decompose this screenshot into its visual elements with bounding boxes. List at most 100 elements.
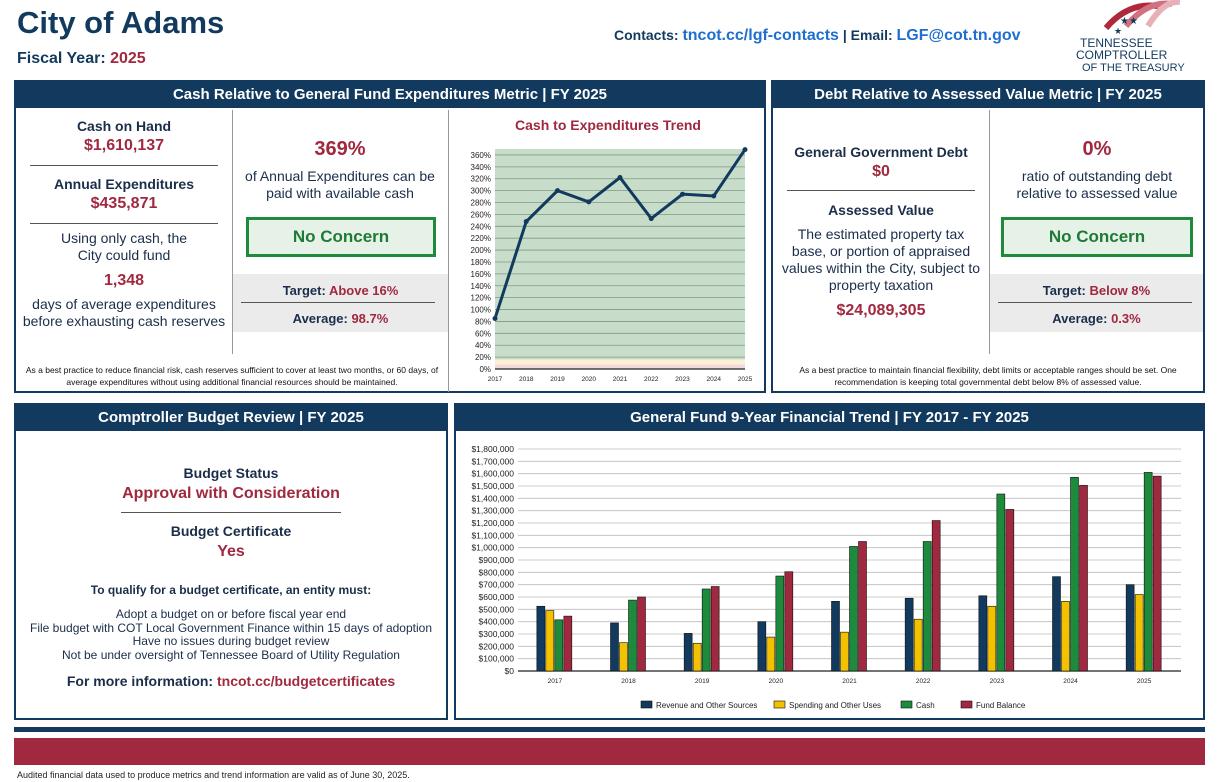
fiscal-year: Fiscal Year: 2025 — [17, 50, 146, 68]
requirement-item: Adopt a budget on or before fiscal year … — [115, 607, 347, 621]
y-tick-label: $1,500,000 — [471, 481, 514, 491]
y-tick-label: 20% — [475, 353, 491, 362]
bar-revenue-and-other-sources — [831, 601, 840, 672]
x-tick-label: 2022 — [916, 678, 931, 685]
trend-panel-title: General Fund 9-Year Financial Trend | FY… — [456, 405, 1203, 431]
cash-metric-panel: Cash Relative to General Fund Expenditur… — [14, 80, 766, 393]
debt-ratio-pct: 0% — [1082, 138, 1112, 160]
average-label: Average: — [292, 311, 348, 326]
y-tick-label: $900,000 — [479, 555, 515, 565]
bar-fund-balance — [1005, 509, 1015, 672]
budget-status-label: Budget Status — [183, 465, 279, 481]
data-point — [492, 315, 498, 321]
bar-revenue-and-other-sources — [1052, 576, 1061, 672]
financial-trend-panel: General Fund 9-Year Financial Trend | FY… — [454, 403, 1205, 720]
x-tick-label: 2024 — [707, 376, 722, 383]
bar-revenue-and-other-sources — [536, 605, 546, 672]
budget-review-panel: Comptroller Budget Review | FY 2025 Budg… — [14, 403, 448, 720]
x-tick-label: 2024 — [1063, 678, 1078, 685]
bar-revenue-and-other-sources — [610, 622, 619, 672]
bar-fund-balance — [563, 615, 573, 672]
background-band — [495, 364, 745, 369]
comptroller-logo: ★★ ★ TENNESSEE COMPTROLLER OF THE TREASUR… — [1068, 0, 1193, 74]
assessed-value-text: The estimated property tax base, or port… — [781, 226, 981, 293]
y-tick-label: 340% — [471, 163, 491, 172]
debt-target: Target: Below 8% — [990, 283, 1203, 298]
budget-certificate-value: Yes — [217, 543, 245, 560]
financial-trend-chart: $0 $100,000 $200,000 $300,000 $400,000 $500,0… — [471, 444, 1181, 710]
y-tick-label: 60% — [475, 329, 491, 338]
y-tick-label: 0% — [479, 365, 491, 374]
y-tick-label: 320% — [471, 175, 491, 184]
target-label: Target: — [282, 283, 326, 298]
y-tick-label: 120% — [471, 294, 491, 303]
contacts-label: Contacts: — [614, 27, 679, 43]
target-value: Above 16% — [328, 283, 399, 298]
bar-spending-and-other-uses — [987, 605, 997, 672]
target-label: Target: — [1042, 283, 1086, 298]
annual-expenditures-label: Annual Expenditures — [53, 176, 195, 192]
bar-cash — [628, 599, 637, 672]
y-tick-label: $400,000 — [479, 617, 515, 627]
x-tick-label: 2023 — [675, 376, 690, 383]
data-point — [680, 191, 685, 197]
debt-note: As a best practice to maintain financial… — [799, 365, 1177, 387]
data-point — [586, 199, 592, 205]
legend-label: Revenue and Other Sources — [656, 701, 757, 710]
y-tick-label: $600,000 — [479, 592, 515, 602]
background-band — [495, 359, 745, 365]
requirements-list: Adopt a budget on or before fiscal year … — [16, 607, 446, 662]
bar-spending-and-other-uses — [766, 636, 776, 672]
footer-band — [14, 738, 1205, 765]
x-tick-label: 2025 — [738, 376, 753, 383]
bar-cash — [1070, 477, 1079, 672]
email-label: Email: — [850, 27, 893, 43]
y-tick-label: $1,700,000 — [471, 456, 514, 466]
legend-swatch — [640, 700, 653, 709]
bar-fund-balance — [710, 586, 720, 672]
budget-status-value: Approval with Consideration — [122, 485, 340, 502]
y-tick-label: 180% — [471, 258, 491, 267]
annual-expenditures-value: $435,871 — [90, 195, 158, 212]
requirement-item: Have no issues during budget review — [132, 634, 330, 648]
y-tick-label: 260% — [471, 210, 491, 219]
x-tick-label: 2019 — [695, 678, 710, 685]
cash-status-badge: No Concern — [246, 217, 436, 257]
y-tick-label: $800,000 — [479, 567, 515, 577]
y-tick-label: 140% — [471, 282, 491, 291]
bar-cash — [554, 619, 564, 672]
bar-fund-balance — [1152, 475, 1162, 672]
y-tick-label: 40% — [475, 341, 491, 350]
y-tick-label: 160% — [471, 270, 491, 279]
divider — [14, 727, 1205, 732]
cash-ratio-text: of Annual Expenditures can be paid with … — [245, 168, 435, 201]
y-tick-label: $1,000,000 — [471, 543, 514, 553]
data-point — [648, 216, 654, 222]
city-title: City of Adams — [17, 5, 225, 40]
y-tick-label: $1,300,000 — [471, 506, 514, 516]
svg-text:★: ★ — [1114, 26, 1122, 36]
bar-fund-balance — [1079, 485, 1088, 672]
cash-ratio-pct: 369% — [314, 138, 366, 160]
bar-fund-balance — [637, 596, 646, 672]
contacts-link[interactable]: tncot.cc/lgf-contacts — [682, 27, 839, 44]
debt-status-badge: No Concern — [1001, 217, 1193, 257]
y-tick-label: $1,200,000 — [471, 518, 514, 528]
email-link[interactable]: LGF@cot.tn.gov — [896, 27, 1021, 44]
bar-revenue-and-other-sources — [1125, 584, 1135, 672]
footer-note: Audited financial data used to produce m… — [17, 770, 410, 780]
bar-spending-and-other-uses — [913, 618, 923, 672]
x-tick-label: 2018 — [621, 678, 636, 685]
debt-average: Average: 0.3% — [990, 311, 1203, 326]
requirement-item: File budget with COT Local Government Fi… — [30, 620, 432, 635]
y-tick-label: 360% — [471, 151, 491, 160]
y-tick-label: $300,000 — [479, 629, 515, 639]
y-tick-label: $0 — [505, 666, 515, 676]
budget-certificates-link[interactable]: tncot.cc/budgetcertificates — [216, 673, 396, 689]
bar-revenue-and-other-sources — [904, 597, 914, 672]
bar-cash — [922, 541, 932, 672]
legend-swatch — [773, 700, 786, 709]
logo-arcs-icon: ★★★ TENNESSEE COMPTROLLER OF THE TREASUR… — [1076, 0, 1185, 74]
more-info: For more information: tncot.cc/budgetcer… — [16, 673, 446, 689]
background-band — [495, 149, 745, 360]
